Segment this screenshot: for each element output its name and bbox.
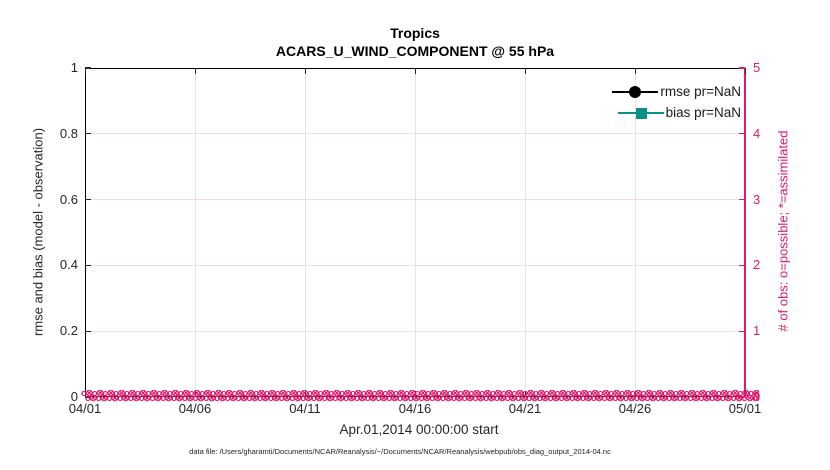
- y-tick-label-left: 0.8: [59, 125, 78, 141]
- x-tick-mark-bottom: [304, 391, 306, 397]
- x-gridline: [194, 68, 196, 397]
- right-axis-line: [744, 68, 746, 397]
- y-tick-label-right: 5: [753, 60, 761, 75]
- x-gridline: [414, 68, 416, 397]
- plot-title: Tropics: [390, 25, 440, 41]
- x-tick-label: 05/01: [728, 401, 762, 416]
- x-tick-mark-bottom: [194, 391, 196, 397]
- x-tick-mark-top: [634, 68, 636, 74]
- x-gridline: [634, 68, 636, 397]
- y-tick-label-left: 1: [70, 60, 78, 75]
- x-tick-mark-bottom: [84, 391, 86, 397]
- y-tick-label-left: 0.2: [59, 323, 78, 339]
- y-tick-label-right: 3: [753, 191, 761, 207]
- legend-label-bias: bias pr=NaN: [665, 105, 741, 120]
- x-tick-label: 04/26: [618, 401, 652, 416]
- x-tick-mark-top: [304, 68, 306, 74]
- legend-item-bias: bias pr=NaN: [612, 102, 741, 123]
- obs-band: o⊗o⊗o⊗o⊗o⊗o⊗o⊗o⊗o⊗o⊗o⊗o⊗o⊗o⊗o⊗o⊗o⊗o⊗o⊗o⊗…: [81, 390, 759, 403]
- y-gridline: [85, 199, 745, 201]
- x-tick-mark-bottom: [414, 391, 416, 397]
- y-tick-mark-left: [85, 330, 91, 332]
- rmse-swatch: [612, 85, 659, 99]
- rmse-circle-marker-icon: [629, 85, 642, 98]
- legend: rmse pr=NaN bias pr=NaN: [612, 81, 741, 123]
- x-axis-label: Apr.01,2014 00:00:00 start: [339, 422, 499, 437]
- y-tick-mark-left: [85, 199, 91, 201]
- x-tick-mark-top: [194, 68, 196, 74]
- y-tick-label-left: 0: [70, 389, 78, 404]
- y-tick-mark-right: [739, 133, 745, 135]
- plot-subtitle: ACARS_U_WIND_COMPONENT @ 55 hPa: [275, 43, 555, 59]
- x-tick-label: 04/11: [289, 401, 321, 416]
- x-tick-mark-top: [524, 68, 526, 74]
- y-tick-label-right: 4: [753, 125, 761, 141]
- y-gridline: [85, 264, 745, 266]
- left-y-axis-label: rmse and bias (model - observation): [30, 127, 46, 337]
- y-tick-mark-left: [85, 133, 91, 135]
- x-tick-mark-bottom: [524, 391, 526, 397]
- plot-area: o⊗o⊗o⊗o⊗o⊗o⊗o⊗o⊗o⊗o⊗o⊗o⊗o⊗o⊗o⊗o⊗o⊗o⊗o⊗o⊗…: [81, 67, 759, 403]
- y-tick-mark-right: [739, 67, 745, 69]
- bias-swatch: [617, 106, 664, 120]
- x-tick-label: 04/16: [398, 401, 432, 416]
- y-gridline: [85, 133, 745, 135]
- left-axis-line: [85, 68, 86, 397]
- y-tick-mark-right: [739, 330, 745, 332]
- y-tick-mark-left: [85, 264, 91, 266]
- legend-label-rmse: rmse pr=NaN: [660, 84, 741, 99]
- obs-band-row-assimilated: o⊗o⊗o⊗o⊗o⊗o⊗o⊗o⊗o⊗o⊗o⊗o⊗o⊗o⊗o⊗o⊗o⊗o⊗o⊗o⊗…: [85, 393, 759, 403]
- y-tick-label-right: 0: [753, 389, 761, 404]
- x-tick-mark-bottom: [744, 391, 746, 397]
- x-gridline: [524, 68, 526, 397]
- y-tick-mark-right: [739, 396, 745, 398]
- y-tick-label-left: 0.6: [59, 191, 78, 207]
- legend-item-rmse: rmse pr=NaN: [612, 81, 741, 102]
- y-gridline: [85, 330, 745, 332]
- y-tick-label-right: 1: [753, 323, 761, 339]
- right-y-axis-label: # of obs: o=possible; *=assimilated: [775, 130, 791, 332]
- x-tick-label: 04/21: [508, 401, 542, 416]
- x-gridline: [304, 68, 306, 397]
- bias-square-marker-icon: [635, 107, 647, 119]
- y-tick-mark-right: [739, 199, 745, 201]
- data-file-footer: data file: /Users/gharamti/Documents/NCA…: [189, 447, 611, 456]
- x-tick-mark-top: [414, 68, 416, 74]
- x-tick-label: 04/06: [178, 401, 212, 416]
- y-tick-label-left: 0.4: [59, 257, 78, 273]
- x-tick-mark-bottom: [634, 391, 636, 397]
- obs-band-row-possible: o⊗o⊗o⊗o⊗o⊗o⊗o⊗o⊗o⊗o⊗o⊗o⊗o⊗o⊗o⊗o⊗o⊗o⊗o⊗o⊗…: [81, 390, 759, 399]
- y-tick-mark-left: [85, 396, 91, 398]
- x-tick-mark-top: [744, 68, 746, 74]
- y-tick-label-right: 2: [753, 257, 761, 273]
- x-tick-mark-top: [84, 68, 86, 74]
- x-tick-label: 04/01: [68, 401, 102, 416]
- y-tick-mark-left: [85, 67, 91, 69]
- y-tick-mark-right: [739, 264, 745, 266]
